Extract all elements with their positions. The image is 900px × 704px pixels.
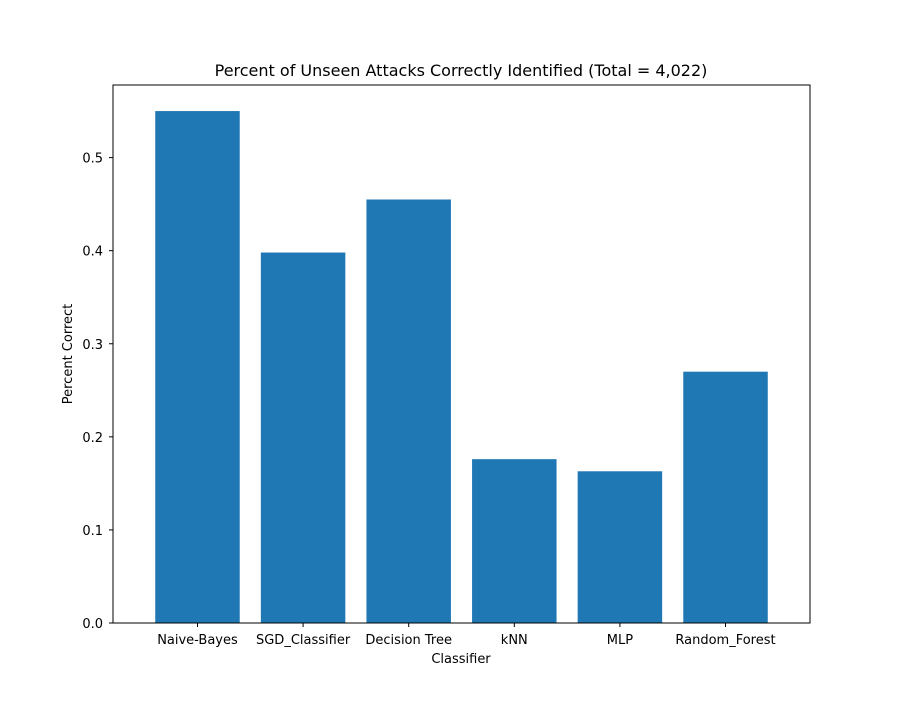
bar-2 — [366, 199, 451, 623]
x-tick-label: SGD_Classifier — [256, 633, 351, 648]
x-tick-label: Random_Forest — [675, 633, 775, 648]
plot-frame — [112, 84, 811, 624]
y-tick-label: 0.5 — [82, 152, 103, 167]
y-tick-label: 0.3 — [82, 338, 103, 353]
bars-group — [155, 111, 768, 623]
x-axis-ticks: Naive-Bayes SGD_Classifier Decision Tree kN… — [157, 623, 776, 648]
x-tick-label: kNN — [501, 633, 528, 648]
x-tick-label: Naive-Bayes — [157, 633, 238, 648]
y-tick-label: 0.0 — [82, 617, 103, 632]
bar-3 — [472, 459, 557, 623]
chart-title: Percent of Unseen Attacks Correctly Iden… — [215, 61, 708, 80]
y-axis-label: Percent Correct — [61, 304, 76, 405]
bar-1 — [260, 252, 346, 623]
bar-5 — [683, 371, 768, 623]
x-axis-label: Classifier — [431, 652, 491, 667]
y-tick-label: 0.1 — [82, 524, 103, 539]
y-tick-label: 0.4 — [82, 245, 103, 260]
x-tick-label: Decision Tree — [365, 633, 452, 648]
bar-0 — [155, 111, 240, 623]
bar-4 — [577, 471, 663, 623]
x-tick-label: MLP — [607, 633, 633, 648]
y-axis-ticks: 0.0 0.1 0.2 0.3 0.4 0.5 — [82, 152, 113, 632]
y-tick-label: 0.2 — [82, 431, 103, 446]
